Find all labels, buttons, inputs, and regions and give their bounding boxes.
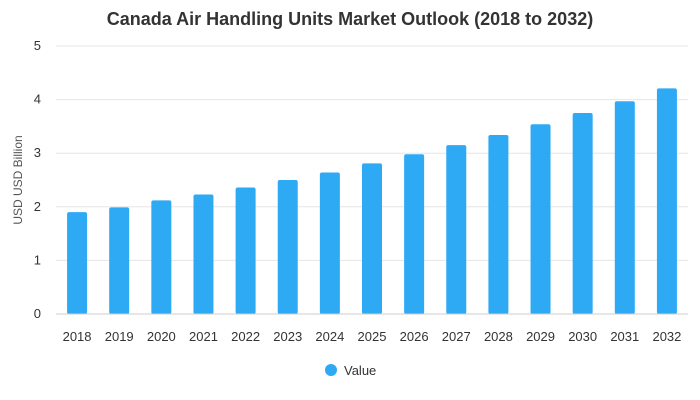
x-tick-label: 2031 (610, 329, 639, 344)
bar-2021 (193, 194, 214, 314)
legend-marker (325, 364, 337, 376)
x-tick-label: 2025 (358, 329, 387, 344)
bar-2018 (67, 212, 88, 314)
bar-2027 (446, 145, 467, 314)
x-tick-label: 2032 (652, 329, 681, 344)
x-tick-label: 2029 (526, 329, 555, 344)
bar-2020 (151, 200, 172, 314)
bar-2030 (572, 113, 593, 314)
x-tick-label: 2028 (484, 329, 513, 344)
x-tick-label: 2024 (315, 329, 344, 344)
y-axis-label: USD USD Billion (11, 135, 25, 224)
y-tick-label: 5 (34, 38, 41, 53)
x-tick-label: 2020 (147, 329, 176, 344)
bar-2026 (404, 154, 425, 314)
bar-2019 (109, 207, 130, 314)
bar-2029 (530, 124, 551, 314)
bar-2022 (235, 187, 256, 314)
bar-2025 (362, 163, 382, 314)
chart-title: Canada Air Handling Units Market Outlook… (107, 9, 593, 29)
x-tick-label: 2018 (63, 329, 92, 344)
y-tick-label: 2 (34, 199, 41, 214)
x-tick-label: 2027 (442, 329, 471, 344)
y-tick-label: 3 (34, 145, 41, 160)
y-tick-label: 4 (34, 92, 41, 107)
x-tick-label: 2023 (273, 329, 302, 344)
x-tick-label: 2022 (231, 329, 260, 344)
y-tick-label: 1 (34, 252, 41, 267)
x-tick-label: 2019 (105, 329, 134, 344)
bars (67, 88, 677, 315)
bar-2028 (488, 134, 509, 314)
x-axis-ticks: 2018 2019 2020 2021 2022 2023 2024 2025 2026 2027… (63, 329, 682, 344)
x-tick-label: 2021 (189, 329, 218, 344)
x-tick-label: 2030 (568, 329, 597, 344)
bar-2024 (319, 172, 340, 314)
bar-2032 (656, 88, 677, 315)
legend: Value (325, 363, 376, 378)
y-tick-label: 0 (34, 306, 41, 321)
bar-2031 (614, 101, 635, 314)
x-tick-label: 2026 (400, 329, 429, 344)
bar-2023 (277, 180, 298, 314)
y-axis-ticks: 0 1 2 3 4 5 (34, 38, 41, 321)
legend-label: Value (344, 363, 376, 378)
